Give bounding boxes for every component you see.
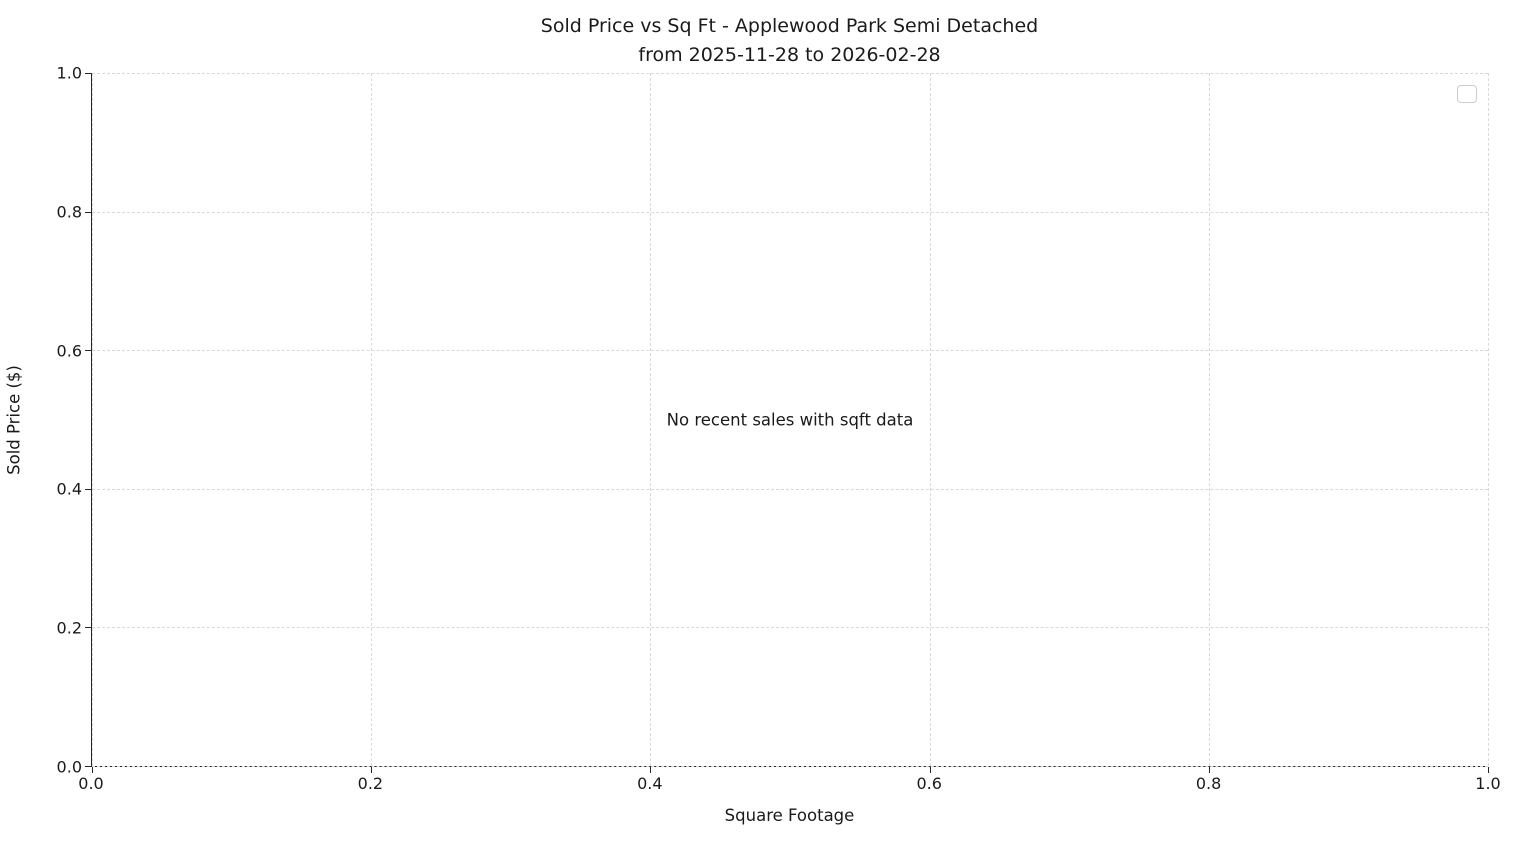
no-data-annotation: No recent sales with sqft data bbox=[666, 410, 914, 429]
x-tick-label: 0.2 bbox=[357, 774, 384, 793]
x-tick-label: 0.6 bbox=[916, 774, 942, 793]
y-tick-mark bbox=[84, 488, 91, 490]
y-tick-label: 0.6 bbox=[56, 341, 82, 361]
y-gridline bbox=[92, 350, 1488, 352]
x-gridline bbox=[371, 73, 373, 766]
plot-area: No recent sales with sqft data bbox=[84, 73, 1489, 774]
x-tick-label: 0.8 bbox=[1195, 774, 1222, 793]
x-axis-tick-labels: 0.0 0.2 0.4 0.6 0.8 1.0 bbox=[78, 774, 1500, 796]
x-gridline bbox=[92, 73, 93, 766]
chart-title-block: Sold Price vs Sq Ft - Applewood Park Sem… bbox=[91, 12, 1488, 71]
x-gridline bbox=[929, 73, 931, 766]
y-tick-label: 0.2 bbox=[56, 618, 82, 638]
x-tick-label: 0.4 bbox=[637, 774, 663, 793]
chart-title: Sold Price vs Sq Ft - Applewood Park Sem… bbox=[540, 15, 1039, 37]
x-gridline bbox=[1208, 73, 1210, 766]
x-tick-mark bbox=[92, 767, 93, 774]
y-gridline bbox=[92, 766, 1488, 767]
y-tick-mark bbox=[84, 350, 91, 352]
y-tick-label: 0.4 bbox=[56, 479, 82, 499]
x-tick-mark bbox=[371, 767, 373, 774]
y-axis-label: Sold Price ($) bbox=[4, 365, 24, 475]
y-gridline bbox=[92, 73, 1488, 74]
y-tick-label: 0.0 bbox=[56, 757, 82, 777]
x-axis-label: Square Footage bbox=[724, 806, 855, 825]
x-gridline bbox=[1488, 73, 1489, 766]
x-tick-mark bbox=[1488, 767, 1489, 774]
legend bbox=[1457, 85, 1477, 103]
y-gridline bbox=[92, 627, 1488, 629]
y-tick-mark bbox=[84, 211, 91, 213]
x-tick-mark bbox=[1208, 767, 1210, 774]
y-gridline bbox=[92, 488, 1488, 490]
x-tick-mark bbox=[929, 767, 931, 774]
chart-subtitle: from 2025-11-28 to 2026-02-28 bbox=[638, 44, 941, 67]
y-axis-tick-labels: 0.0 0.2 0.4 0.6 0.8 1.0 bbox=[0, 64, 82, 777]
y-tick-label: 0.8 bbox=[56, 202, 82, 222]
y-gridline bbox=[92, 211, 1488, 213]
y-tick-mark bbox=[84, 627, 91, 629]
x-tick-label: 1.0 bbox=[1475, 774, 1501, 793]
y-tick-label: 1.0 bbox=[56, 63, 82, 83]
x-tick-mark bbox=[650, 767, 652, 774]
x-gridline bbox=[650, 73, 652, 766]
y-tick-mark bbox=[84, 73, 91, 74]
x-tick-label: 0.0 bbox=[78, 774, 104, 793]
y-tick-mark bbox=[84, 766, 91, 767]
